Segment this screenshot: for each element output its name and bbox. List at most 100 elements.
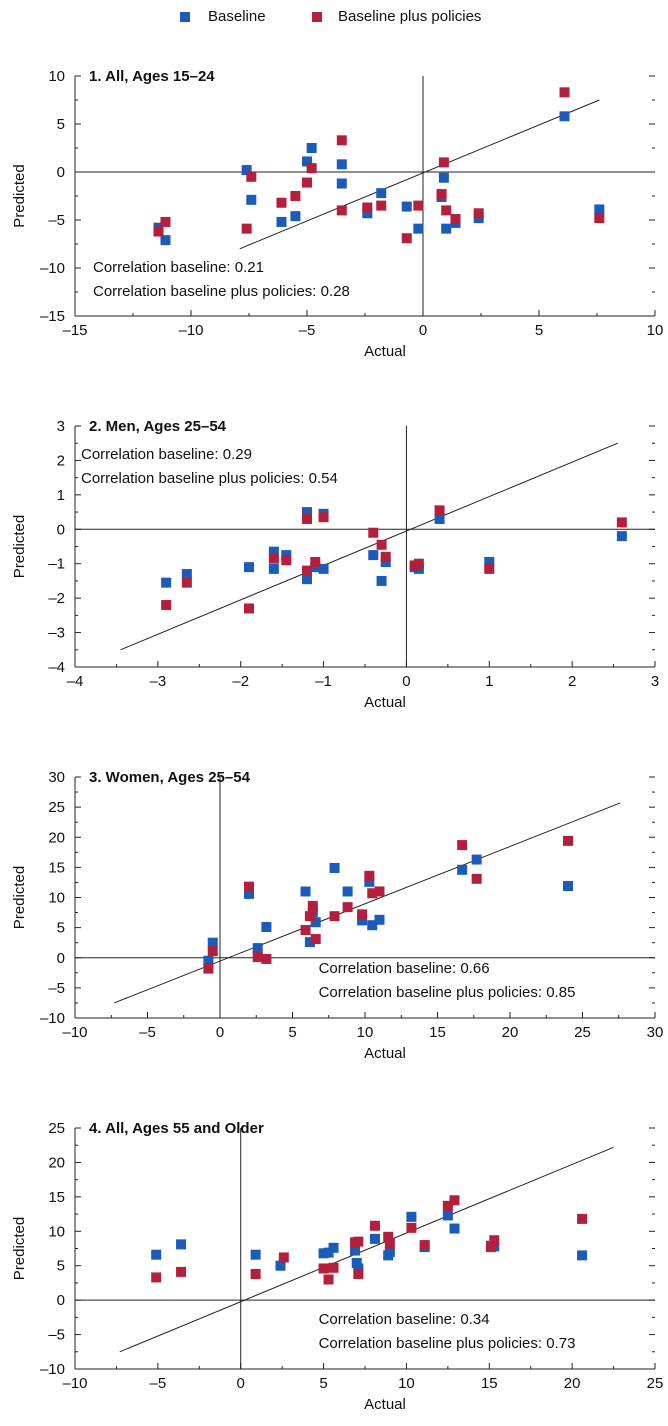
policies-point: [319, 512, 329, 522]
policies-point: [414, 559, 424, 569]
correlation-annotation: Correlation baseline plus policies: 0.85: [319, 984, 576, 1001]
correlation-annotation: Correlation baseline: 0.29: [81, 446, 252, 463]
y-tick-label: –10: [40, 1010, 65, 1027]
x-tick-label: –5: [150, 1375, 167, 1392]
policies-point: [376, 201, 386, 211]
policies-point: [324, 1274, 334, 1284]
policies-point: [474, 208, 484, 218]
baseline-point: [302, 574, 312, 584]
y-tick-label: –5: [48, 980, 65, 997]
policies-point: [281, 555, 291, 565]
x-tick-label: 0: [402, 673, 410, 690]
policies-point: [337, 205, 347, 215]
policies-point: [472, 874, 482, 884]
x-tick-label: 20: [502, 1024, 519, 1041]
y-tick-label: 20: [48, 829, 65, 846]
baseline-point: [413, 224, 423, 234]
x-axis-label: Actual: [364, 694, 406, 711]
baseline-point: [176, 1239, 186, 1249]
y-tick-label: 0: [57, 1292, 65, 1309]
baseline-point: [376, 188, 386, 198]
baseline-point: [443, 1210, 453, 1220]
x-tick-label: –10: [178, 322, 203, 339]
x-tick-label: 20: [564, 1375, 581, 1392]
chart-panel-3: –10–5051015202530–10 –5 0 5 10 15 20 25 303. Wom…: [11, 769, 663, 1062]
x-tick-label: 15: [481, 1375, 498, 1392]
policies-point: [311, 934, 321, 944]
baseline-point: [330, 863, 340, 873]
y-tick-label: 0: [57, 950, 65, 967]
x-tick-label: 15: [429, 1024, 446, 1041]
policies-point: [441, 205, 451, 215]
policies-point: [276, 198, 286, 208]
baseline-point: [377, 576, 387, 586]
chart-panel-2: –4–3–2–10123–4 –3 –2 –1 0 1 2 32. Men, Ages 25–…: [11, 418, 659, 711]
y-tick-label: 5: [57, 116, 65, 133]
chart-title: 1. All, Ages 15–24: [89, 68, 215, 85]
baseline-point: [368, 550, 378, 560]
policies-point: [203, 964, 213, 974]
x-tick-label: –5: [139, 1024, 156, 1041]
y-tick-label: 10: [48, 68, 65, 85]
baseline-point: [472, 855, 482, 865]
policies-point: [337, 135, 347, 145]
y-tick-label: –3: [48, 625, 65, 642]
policies-point: [406, 1223, 416, 1233]
baseline-point: [251, 1250, 261, 1260]
x-axis-label: Actual: [364, 1045, 406, 1062]
policies-point: [279, 1252, 289, 1262]
chart-panel-4: –10–50510152025–10 –5 0 5 10 15 20 254. All, Ag…: [11, 1120, 663, 1413]
x-tick-label: –1: [315, 673, 332, 690]
policies-point: [375, 886, 385, 896]
policies-point: [402, 233, 412, 243]
x-tick-label: 2: [568, 673, 576, 690]
x-axis-label: Actual: [364, 1396, 406, 1413]
baseline-point: [439, 173, 449, 183]
chart-panel-1: –15 –10 –5 0 5 10 –15 –10 –5 0 5 10 1. All, Ages 15–…: [11, 68, 663, 360]
x-tick-label: –2: [232, 673, 249, 690]
x-tick-label: 1: [485, 673, 493, 690]
policies-point: [370, 1221, 380, 1231]
y-tick-label: 20: [48, 1154, 65, 1171]
x-tick-label: 10: [398, 1375, 415, 1392]
policies-point: [353, 1237, 363, 1247]
baseline-point: [269, 564, 279, 574]
y-tick-label: 25: [48, 799, 65, 816]
policies-point: [353, 1269, 363, 1279]
y-tick-label: 3: [57, 418, 65, 435]
y-tick-label: –5: [48, 212, 65, 229]
policies-point: [413, 201, 423, 211]
policies-point: [357, 909, 367, 919]
y-tick-label: 25: [48, 1120, 65, 1137]
policies-point: [563, 836, 573, 846]
policies-point: [617, 517, 627, 527]
policies-point: [244, 603, 254, 613]
y-axis-label: Predicted: [11, 1217, 28, 1280]
baseline-point: [290, 211, 300, 221]
x-tick-label: –10: [62, 1375, 87, 1392]
y-axis-label: Predicted: [11, 866, 28, 929]
policies-point: [457, 840, 467, 850]
policies-point: [307, 163, 317, 173]
x-tick-label: –15: [62, 322, 87, 339]
policies-point: [301, 925, 311, 935]
x-tick-label: 0: [216, 1024, 224, 1041]
policies-point: [251, 1269, 261, 1279]
baseline-point: [594, 204, 604, 214]
x-tick-label: 10: [357, 1024, 374, 1041]
y-tick-label: –4: [48, 659, 65, 676]
policies-point: [246, 172, 256, 182]
x-tick-label: 25: [647, 1375, 664, 1392]
x-tick-label: 0: [419, 322, 427, 339]
policies-point: [176, 1267, 186, 1277]
policies-point: [242, 224, 252, 234]
y-tick-label: –15: [40, 308, 65, 325]
chart-title: 2. Men, Ages 25–54: [89, 418, 227, 435]
correlation-annotation: Correlation baseline: 0.66: [319, 960, 490, 977]
y-tick-label: 30: [48, 769, 65, 786]
policies-point: [151, 1272, 161, 1282]
x-tick-label: 0: [237, 1375, 245, 1392]
policies-point: [330, 911, 340, 921]
policies-point: [594, 213, 604, 223]
